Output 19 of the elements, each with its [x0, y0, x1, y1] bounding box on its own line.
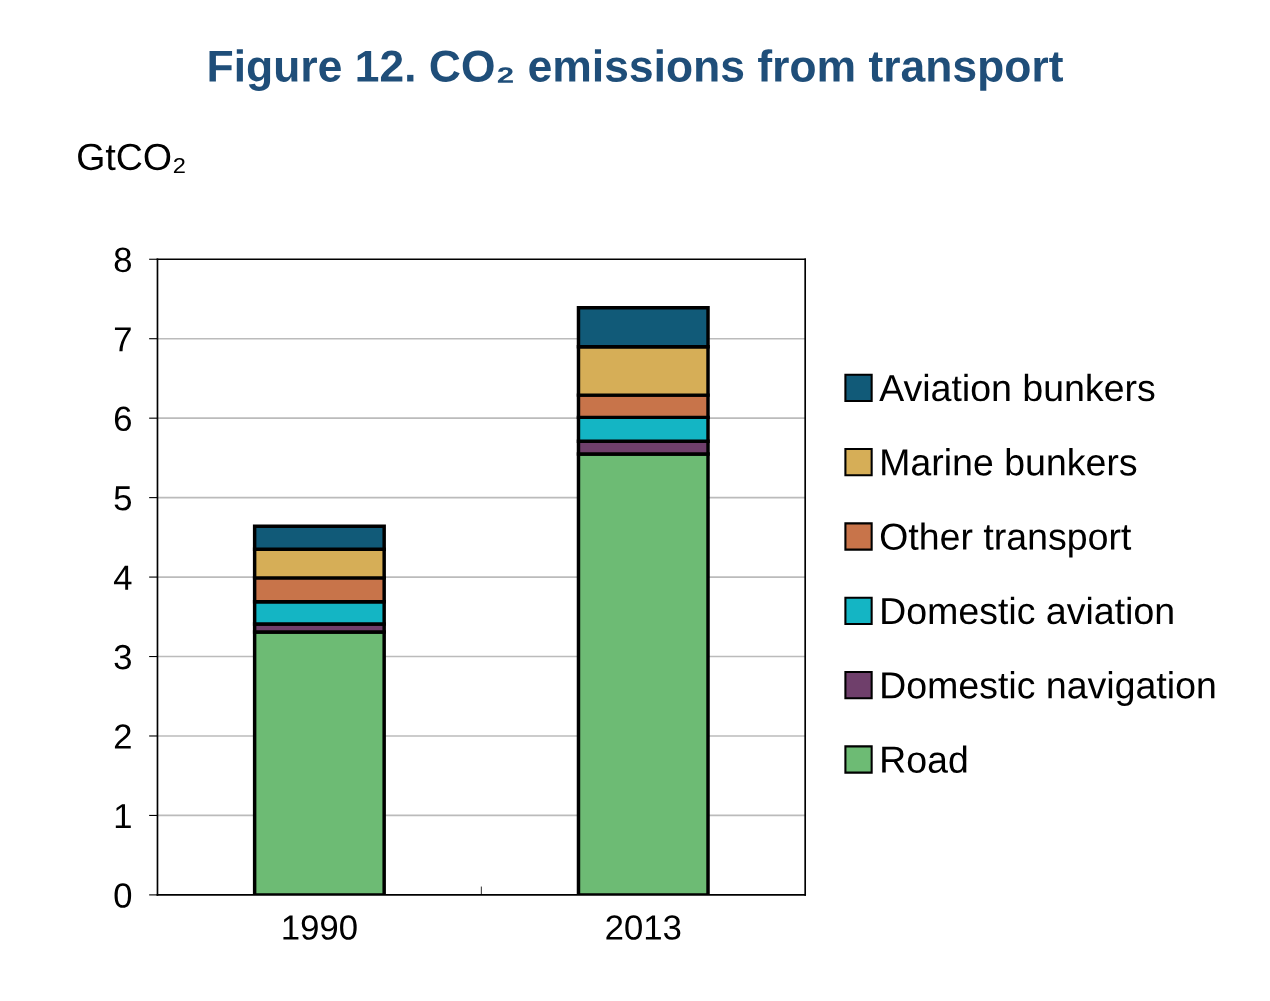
- chart-title: Figure 12. CO₂ emissions from transport: [209, 49, 1063, 91]
- y-tick-label: 5: [114, 486, 132, 511]
- y-tick-label: 6: [114, 406, 131, 432]
- legend-label: Other transport: [880, 522, 1132, 558]
- legend-label: Domestic navigation: [882, 671, 1215, 707]
- y-tick-label: 4: [113, 565, 132, 590]
- x-tick-label: 2013: [606, 915, 681, 940]
- y-tick-label: 8: [114, 247, 131, 273]
- y-tick-label: 3: [114, 644, 131, 670]
- y-tick-label: 0: [114, 883, 132, 908]
- y-tick-label: 1: [115, 804, 131, 829]
- y-axis-title: GtCO₂: [78, 143, 185, 174]
- legend-label: Domestic aviation: [882, 596, 1173, 625]
- y-tick-label: 7: [114, 327, 131, 352]
- legend-label: Road: [882, 745, 967, 773]
- legend-label: Aviation bunkers: [879, 373, 1155, 402]
- y-tick-label: 2: [114, 724, 131, 749]
- legend-label: Marine bunkers: [882, 448, 1137, 476]
- x-tick-label: 1990: [283, 915, 357, 940]
